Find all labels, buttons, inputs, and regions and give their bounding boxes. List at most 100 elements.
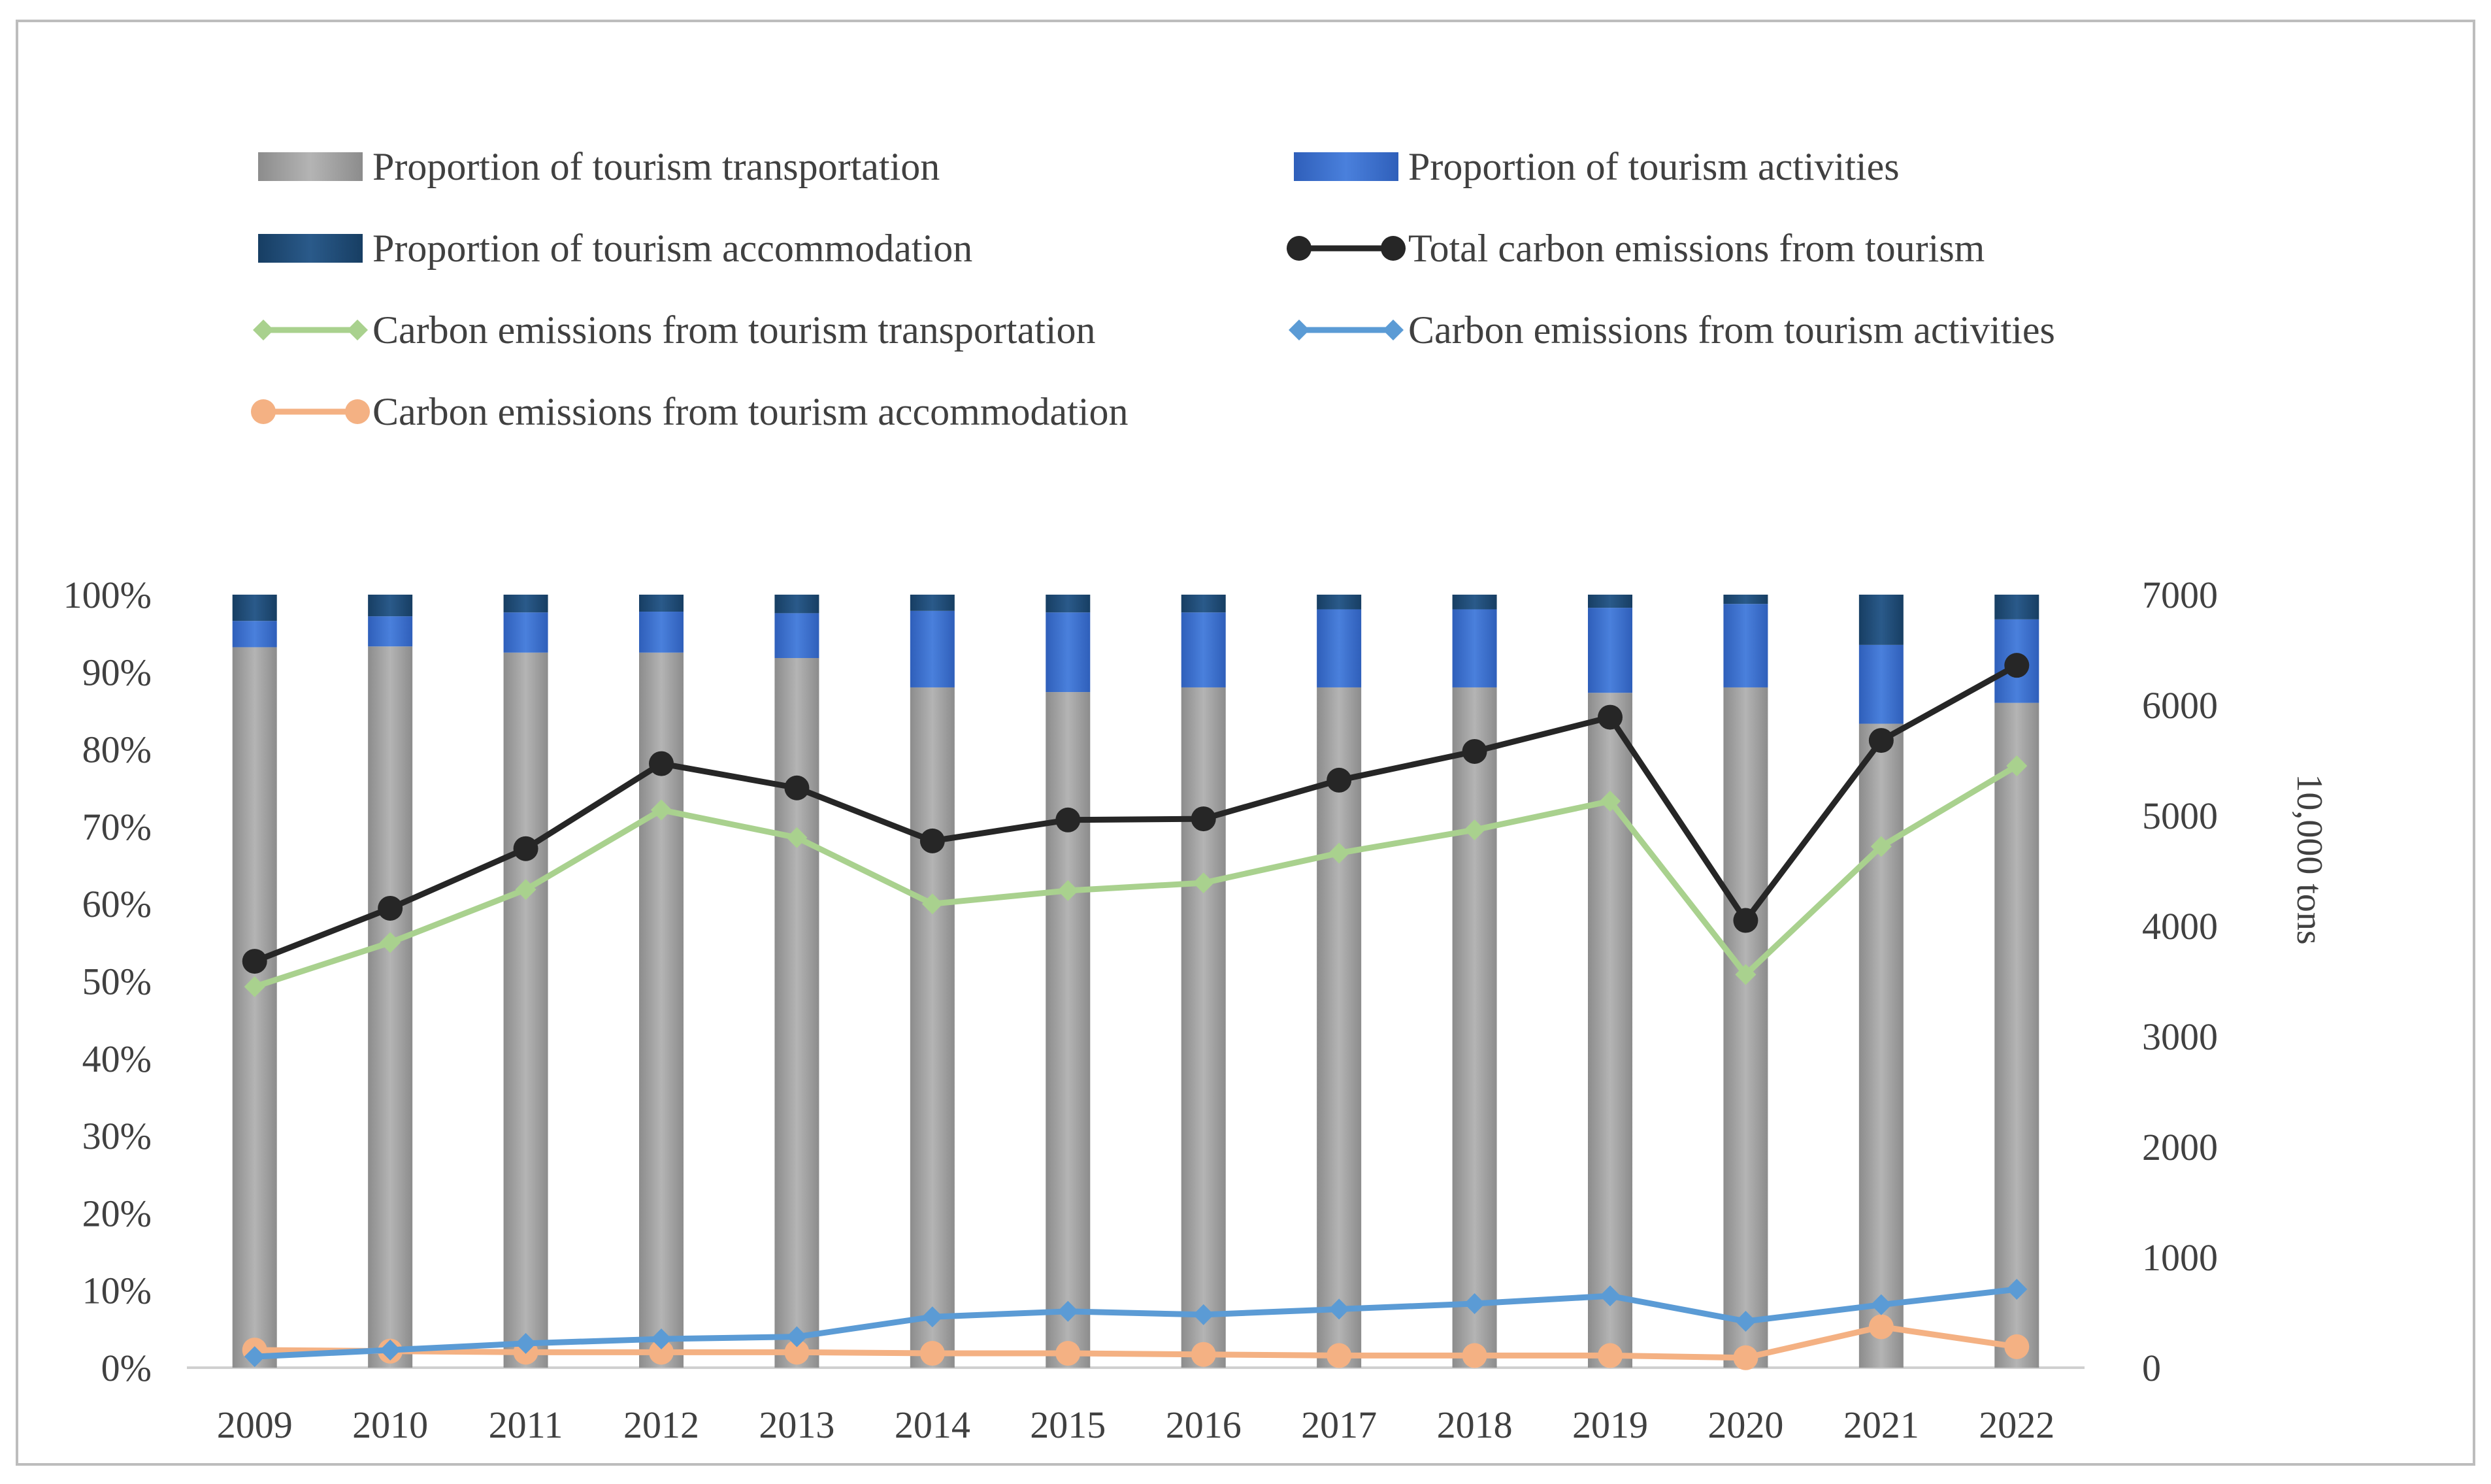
bar-activities	[1858, 644, 1904, 724]
left-tick-label: 10%	[82, 1270, 152, 1312]
bar-transportation	[503, 652, 548, 1368]
right-tick-label: 2000	[2142, 1126, 2218, 1168]
legend-item: Carbon emissions from tourism accommodat…	[251, 390, 1129, 433]
bar-activities	[1723, 604, 1768, 687]
bar-activities	[1181, 612, 1226, 687]
bar-accommodation	[910, 595, 955, 611]
legend-item: Total carbon emissions from tourism	[1287, 227, 1985, 270]
legend-marker	[251, 399, 276, 424]
point-total	[378, 895, 403, 921]
legend-marker	[1381, 236, 1406, 261]
legend-item: Proportion of tourism activities	[1294, 145, 1900, 188]
point-transportation	[1870, 836, 1892, 857]
point-transportation	[786, 827, 808, 848]
point-total	[513, 836, 538, 861]
right-tick-label: 1000	[2142, 1236, 2218, 1279]
right-tick-label: 6000	[2142, 684, 2218, 727]
legend-marker	[347, 320, 368, 340]
left-tick-label: 80%	[82, 729, 152, 771]
legend-label: Carbon emissions from tourism accommodat…	[372, 390, 1129, 433]
bar-transportation	[1181, 687, 1226, 1368]
bar-activities	[232, 621, 277, 648]
right-tick-label: 7000	[2142, 574, 2218, 616]
bar-transportation	[232, 647, 277, 1368]
bar-transportation	[774, 658, 819, 1368]
legend-item: Proportion of tourism accommodation	[258, 227, 972, 270]
line-activities	[254, 1286, 2017, 1360]
point-activities	[786, 1326, 808, 1347]
point-transportation	[380, 932, 401, 953]
legend-item: Proportion of tourism transportation	[258, 145, 940, 188]
bar-accommodation	[1588, 595, 1632, 608]
bar-accommodation	[1723, 595, 1768, 604]
point-accommodation	[919, 1341, 945, 1366]
point-transportation	[1328, 842, 1350, 864]
bars	[232, 595, 2039, 1368]
bar-activities	[1317, 609, 1362, 687]
point-activities	[2006, 1279, 2028, 1300]
point-accommodation	[1598, 1343, 1623, 1368]
left-tick-label: 0%	[101, 1347, 152, 1389]
bar-transportation	[1046, 692, 1091, 1368]
left-tick-label: 40%	[82, 1038, 152, 1080]
point-transportation	[1735, 964, 1757, 985]
right-axis-title: 10,000 tons	[2289, 774, 2330, 944]
line-total	[254, 663, 2019, 965]
point-accommodation	[1868, 1314, 1894, 1340]
bar-accommodation	[232, 595, 277, 621]
point-total	[2004, 653, 2030, 678]
point-total	[1733, 908, 1758, 933]
point-transportation	[515, 879, 536, 900]
legend-label: Carbon emissions from tourism activities	[1408, 308, 2055, 352]
bar-accommodation	[1317, 595, 1362, 610]
point-activities	[1464, 1293, 1485, 1314]
x-tick-label: 2018	[1437, 1404, 1513, 1446]
left-tick-label: 60%	[82, 883, 152, 925]
point-transportation	[651, 799, 672, 821]
bar-accommodation	[1452, 595, 1497, 610]
bar-accommodation	[774, 595, 819, 614]
left-tick-label: 30%	[82, 1115, 152, 1157]
point-accommodation	[1462, 1343, 1487, 1368]
left-axis: 0% 10% 20% 30% 40% 50% 60% 70% 80% 90% 100%	[63, 574, 152, 1389]
bar-activities	[639, 612, 684, 653]
legend-label: Proportion of tourism activities	[1408, 145, 1900, 188]
point-total	[919, 828, 945, 853]
x-tick-label: 2022	[1979, 1404, 2054, 1446]
bar-accommodation	[1046, 595, 1091, 613]
right-tick-label: 5000	[2142, 795, 2218, 837]
legend-marker	[1289, 320, 1310, 340]
point-transportation	[1464, 819, 1485, 840]
legend-marker	[1287, 236, 1311, 261]
point-activities	[1057, 1300, 1079, 1322]
line-transportation	[254, 763, 2019, 990]
point-accommodation	[784, 1340, 810, 1365]
bar-activities	[503, 612, 548, 653]
x-tick-label: 2015	[1030, 1404, 1106, 1446]
bar-transportation	[368, 646, 413, 1368]
legend: Proportion of tourism transportation Prop…	[251, 145, 2055, 433]
point-total	[784, 775, 810, 800]
point-transportation	[2006, 755, 2028, 776]
point-transportation	[244, 976, 265, 997]
point-activities	[1328, 1298, 1350, 1320]
legend-swatch	[1294, 152, 1398, 181]
bar-transportation	[910, 687, 955, 1368]
bar-activities	[774, 613, 819, 659]
left-tick-label: 50%	[82, 961, 152, 1003]
bar-activities	[1588, 608, 1632, 693]
point-accommodation	[2004, 1334, 2030, 1359]
point-activities	[1870, 1294, 1892, 1315]
x-tick-label: 2010	[352, 1404, 428, 1446]
right-tick-label: 3000	[2142, 1015, 2218, 1058]
lines	[242, 653, 2030, 1370]
point-transportation	[1057, 880, 1079, 901]
x-tick-label: 2019	[1572, 1404, 1648, 1446]
point-activities	[651, 1328, 672, 1350]
bar-activities	[910, 610, 955, 687]
bar-activities	[368, 616, 413, 647]
point-accommodation	[1191, 1342, 1216, 1367]
bar-transportation	[1317, 687, 1362, 1368]
point-transportation	[921, 893, 943, 915]
